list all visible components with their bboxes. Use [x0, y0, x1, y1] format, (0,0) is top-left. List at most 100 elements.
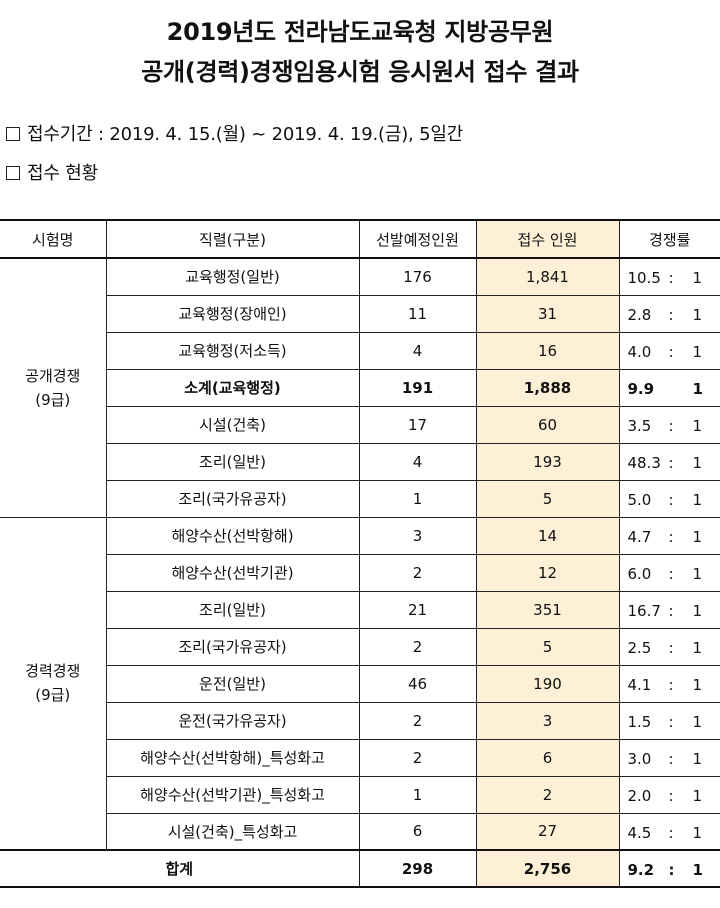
period-text: 접수기간 : 2019. 4. 15.(월) ~ 2019. 4. 19.(금)… [27, 124, 464, 145]
ratio-cell: 48.3:1 [618, 442, 720, 481]
ratio-cell: 5.0:1 [618, 479, 720, 518]
ratio-value: 4.5 [627, 823, 652, 842]
applied-cell: 31 [475, 294, 620, 333]
exam-group-grade: (9급) [35, 390, 71, 409]
planned-cell: 176 [358, 257, 477, 296]
ratio-value: 4.7 [627, 527, 652, 546]
applied-cell: 16 [475, 331, 620, 370]
ratio-separator: : [668, 786, 674, 805]
ratio-value: 3.5 [627, 416, 652, 435]
period-line: 접수기간 : 2019. 4. 15.(월) ~ 2019. 4. 19.(금)… [6, 120, 463, 146]
results-table: 시험명 직렬(구분) 선발예정인원 접수 인원 경쟁률 공개경쟁 (9급) 교육행정… [0, 219, 720, 888]
category-cell: 해양수산(선박기관)_특성화고 [106, 775, 360, 814]
category-cell: 해양수산(선박항해) [105, 516, 360, 555]
applied-cell: 351 [475, 590, 620, 629]
ratio-base: 1 [692, 305, 703, 324]
ratio-value: 9.2 [627, 861, 655, 879]
ratio-value: 1.5 [627, 712, 652, 731]
ratio-base: 1 [692, 786, 703, 805]
category-cell: 교육행정(일반) [105, 257, 360, 296]
total-planned: 298 [358, 849, 477, 888]
ratio-base: 1 [692, 490, 703, 509]
table-row: 조리(국가유공자) 2 5 2.5:1 [0, 627, 720, 666]
ratio-base: 1 [692, 564, 703, 583]
applied-cell: 60 [475, 405, 620, 444]
planned-cell: 3 [358, 516, 477, 555]
category-cell: 조리(일반) [106, 442, 360, 481]
header-category: 직렬(구분) [105, 219, 360, 259]
ratio-base: 1 [692, 342, 703, 361]
applied-cell: 6 [475, 738, 620, 777]
applied-cell: 3 [475, 701, 620, 740]
applied-cell: 14 [475, 516, 620, 555]
total-applied: 2,756 [475, 849, 620, 888]
table-row: 교육행정(저소득) 4 16 4.0:1 [0, 331, 720, 370]
table-row: 해양수산(선박기관)_특성화고 1 2 2.0:1 [0, 775, 720, 814]
planned-cell: 2 [358, 701, 477, 740]
status-line: 접수 현황 [6, 159, 98, 185]
ratio-base: 1 [692, 638, 703, 657]
planned-cell: 17 [358, 405, 477, 444]
ratio-cell: 10.5:1 [618, 257, 720, 296]
page-title-line1: 2019년도 전라남도교육청 지방공무원 [166, 18, 554, 46]
ratio-value: 16.7 [627, 601, 661, 620]
ratio-value: 4.0 [627, 342, 652, 361]
table-row: 시설(건축)_특성화고 6 27 4.5:1 [0, 812, 720, 851]
applied-cell: 1,888 [475, 368, 620, 407]
applied-cell: 5 [475, 479, 620, 518]
ratio-value: 9.9 [627, 379, 655, 398]
ratio-cell: 2.8:1 [618, 294, 720, 333]
table-row: 경력경쟁 (9급) 해양수산(선박항해) 3 14 4.7:1 [0, 516, 720, 851]
category-cell: 해양수산(선박항해)_특성화고 [106, 738, 360, 777]
planned-cell: 4 [358, 442, 477, 481]
exam-group-cell: 공개경쟁 (9급) [0, 257, 107, 518]
checkbox-square-icon [6, 127, 20, 141]
subtotal-row: 소계(교육행정) 191 1,888 9.9 1 [0, 368, 720, 407]
category-cell: 소계(교육행정) [106, 368, 360, 407]
ratio-base: 1 [692, 749, 703, 768]
exam-group-grade: (9급) [35, 686, 71, 705]
ratio-cell: 3.0:1 [618, 738, 720, 777]
ratio-separator: : [668, 861, 675, 879]
planned-cell: 2 [358, 553, 477, 592]
planned-cell: 11 [358, 294, 477, 333]
ratio-cell: 4.1:1 [618, 664, 720, 703]
planned-cell: 6 [358, 812, 477, 851]
ratio-value: 2.8 [627, 305, 652, 324]
ratio-cell: 16.7:1 [618, 590, 720, 629]
ratio-separator: : [668, 342, 674, 361]
ratio-separator: : [668, 490, 674, 509]
table-row: 해양수산(선박항해)_특성화고 2 6 3.0:1 [0, 738, 720, 777]
ratio-separator: : [668, 601, 674, 620]
category-cell: 조리(국가유공자) [106, 479, 360, 518]
ratio-base: 1 [692, 527, 703, 546]
table-row: 조리(국가유공자) 1 5 5.0:1 [0, 479, 720, 518]
category-cell: 운전(일반) [106, 664, 360, 703]
ratio-separator: : [668, 712, 674, 731]
table-row: 시설(건축) 17 60 3.5:1 [0, 405, 720, 444]
ratio-cell: 2.5:1 [618, 627, 720, 666]
ratio-value: 4.1 [627, 675, 652, 694]
total-ratio: 9.2 : 1 [618, 849, 720, 888]
planned-cell: 2 [358, 627, 477, 666]
table-row: 조리(일반) 21 351 16.7:1 [0, 590, 720, 629]
ratio-value: 48.3 [627, 453, 661, 472]
ratio-base: 1 [692, 861, 703, 879]
ratio-base: 1 [692, 416, 703, 435]
ratio-cell: 3.5:1 [618, 405, 720, 444]
planned-cell: 2 [358, 738, 477, 777]
ratio-base: 1 [692, 379, 703, 398]
applied-cell: 1,841 [475, 257, 620, 296]
applied-cell: 5 [475, 627, 620, 666]
category-cell: 시설(건축)_특성화고 [106, 812, 360, 851]
category-cell: 조리(일반) [106, 590, 360, 629]
ratio-base: 1 [692, 823, 703, 842]
ratio-cell: 4.0:1 [618, 331, 720, 370]
applied-cell: 193 [475, 442, 620, 481]
applied-cell: 2 [475, 775, 620, 814]
category-cell: 시설(건축) [106, 405, 360, 444]
table-row: 교육행정(장애인) 11 31 2.8:1 [0, 294, 720, 333]
ratio-cell: 4.7:1 [618, 516, 720, 555]
header-ratio: 경쟁률 [618, 219, 720, 259]
planned-cell: 46 [358, 664, 477, 703]
